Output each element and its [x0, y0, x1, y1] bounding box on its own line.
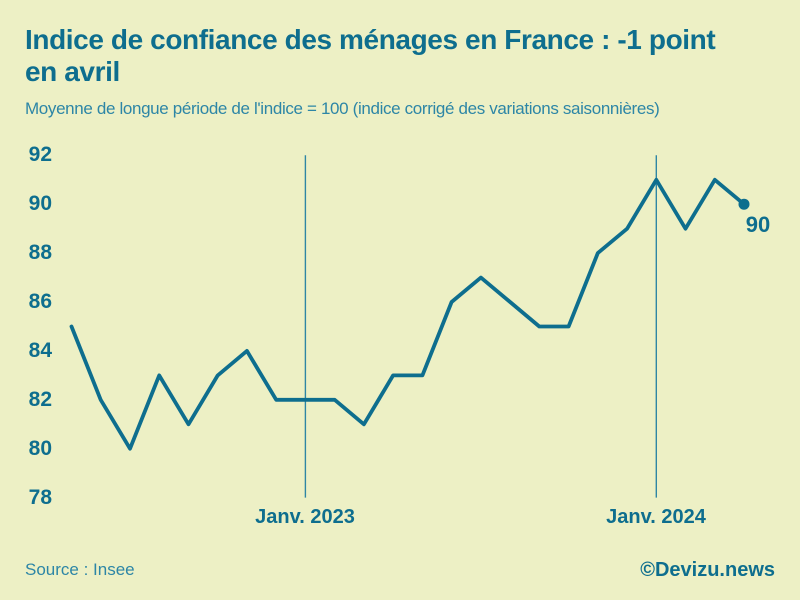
source-label: Source : Insee — [25, 560, 135, 579]
page-title: Indice de confiance des ménages en Franc… — [25, 24, 785, 88]
chart-subtitle: Moyenne de longue période de l'indice = … — [25, 99, 660, 118]
credit-label: ©Devizu.news — [640, 559, 775, 581]
confidence-index-line — [69, 177, 746, 451]
last-point-marker — [738, 198, 750, 210]
page-title-line2: en avril — [25, 56, 120, 87]
page-title-line1: Indice de confiance des ménages en Franc… — [25, 24, 716, 55]
